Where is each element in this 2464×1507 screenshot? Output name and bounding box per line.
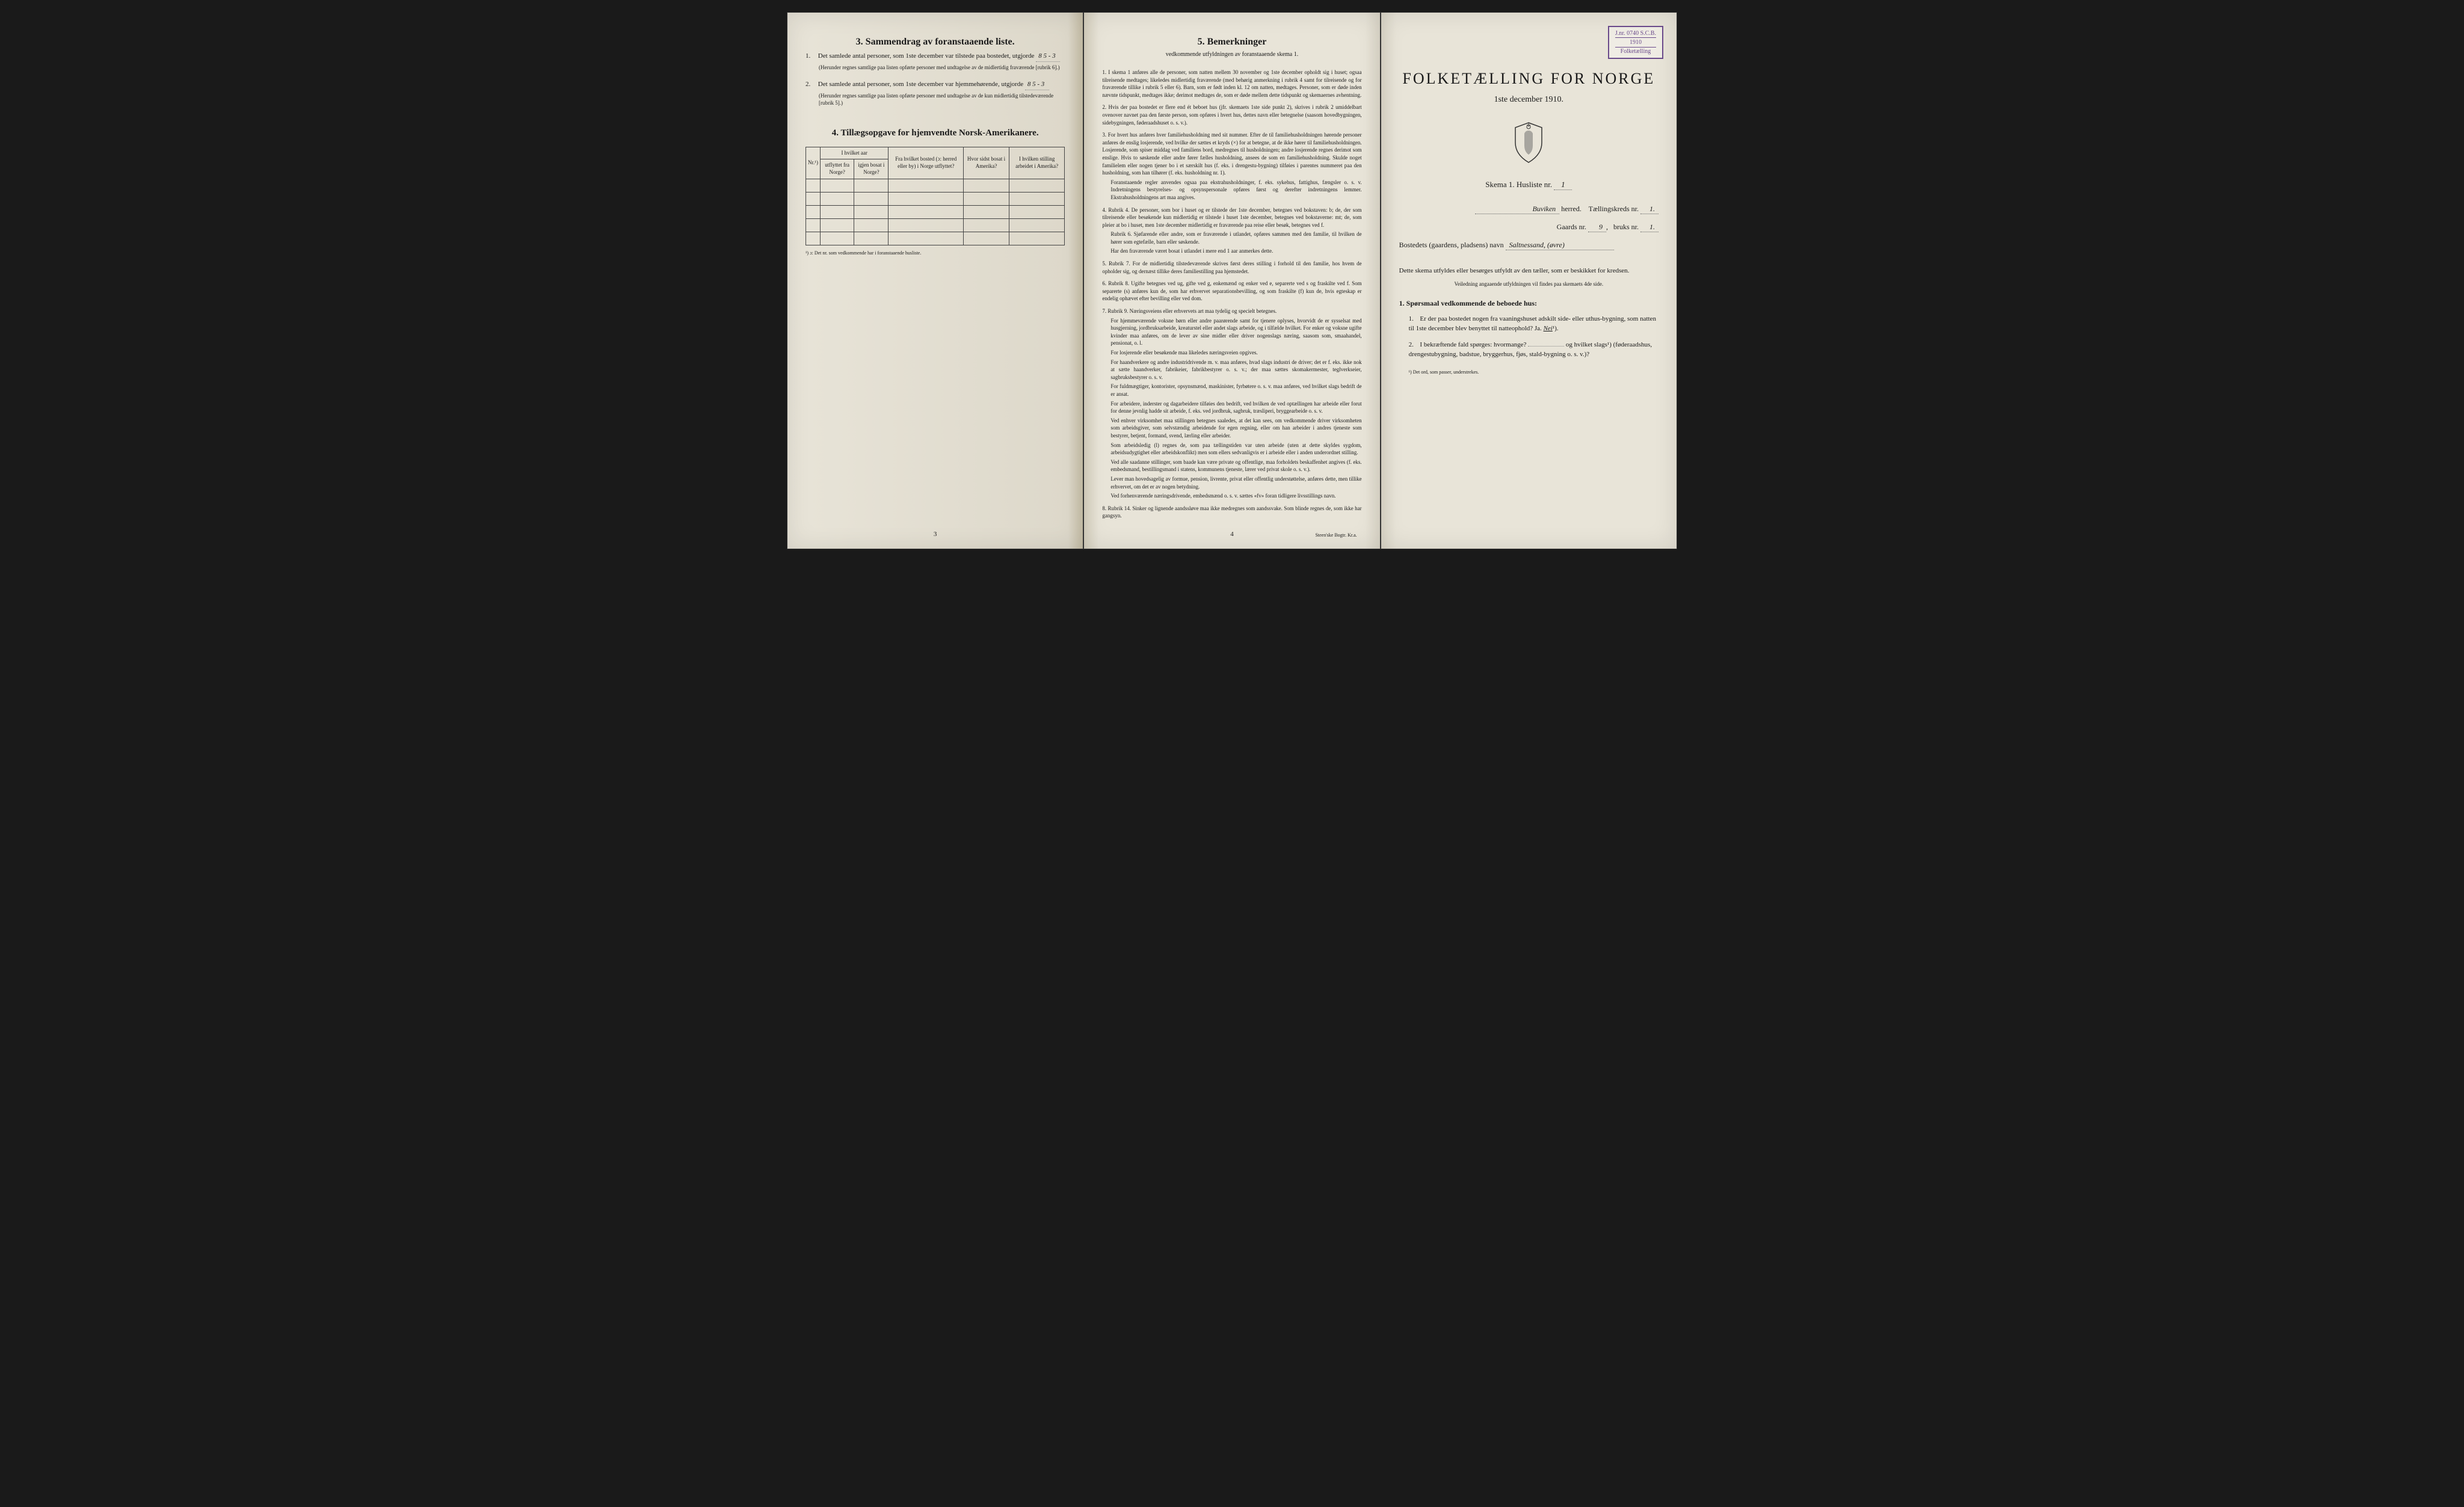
bruks-value: 1. (1640, 223, 1659, 232)
skema-line: Skema 1. Husliste nr. 1 (1399, 180, 1659, 190)
question-header: 1. Spørsmaal vedkommende de beboede hus: (1399, 299, 1659, 308)
item-2: 2. Det samlede antal personer, som 1ste … (805, 79, 1065, 107)
table-row (806, 179, 1065, 192)
col-group-year: I hvilket aar (820, 147, 888, 159)
page-4: 5. Bemerkninger vedkommende utfyldningen… (1083, 12, 1380, 549)
page-3: 3. Sammendrag av foranstaaende liste. 1.… (787, 12, 1083, 549)
kreds-value: 1. (1640, 205, 1659, 214)
col-sidst: Hvor sidst bosat i Amerika? (964, 147, 1009, 179)
remarks-list: 1. I skema 1 anføres alle de personer, s… (1102, 69, 1361, 520)
item1-note: (Herunder regnes samtlige paa listen opf… (819, 64, 1065, 72)
section-3-title: 3. Sammendrag av foranstaaende liste. (805, 37, 1065, 48)
table-row (806, 232, 1065, 245)
right-footnote: ¹) Det ord, som passer, understrekes. (1409, 369, 1659, 375)
stamp-line3: Folketælling (1615, 48, 1656, 55)
q2-blank (1528, 346, 1564, 347)
remark-7: 7. Rubrik 9. Næringsveiens eller erhverv… (1102, 307, 1361, 500)
bosted-line: Bostedets (gaardens, pladsens) navn Salt… (1399, 241, 1659, 250)
remark-8: 8. Rubrik 14. Sinker og lignende aandssl… (1102, 505, 1361, 520)
herred-line: Buviken herred. Tællingskreds nr. 1. (1399, 205, 1659, 214)
instruction-sub: Veiledning angaaende utfyldningen vil fi… (1399, 281, 1659, 287)
husliste-nr: 1 (1554, 180, 1572, 190)
remark-5: 5. Rubrik 7. For de midlertidig tilstede… (1102, 260, 1361, 275)
col-igjen: igjen bosat i Norge? (854, 159, 889, 179)
section-4-title: 4. Tillægsopgave for hjemvendte Norsk-Am… (805, 128, 1065, 138)
remark-1: 1. I skema 1 anføres alle de personer, s… (1102, 69, 1361, 99)
registration-stamp: J.nr. 0740 S.C.B. 1910 Folketælling (1608, 26, 1663, 59)
table-row (806, 205, 1065, 218)
col-stilling: I hvilken stilling arbeidet i Amerika? (1009, 147, 1064, 179)
section-5-subtitle: vedkommende utfyldningen av foranstaaend… (1102, 51, 1361, 58)
col-nr: Nr.¹) (806, 147, 821, 179)
remark-2: 2. Hvis der paa bostedet er flere end ét… (1102, 103, 1361, 126)
question-1: 1. Er der paa bostedet nogen fra vaaning… (1409, 314, 1659, 334)
census-document: 3. Sammendrag av foranstaaende liste. 1.… (787, 12, 1677, 549)
section-5-title: 5. Bemerkninger (1102, 37, 1361, 48)
instruction-text: Dette skema utfyldes eller besørges utfy… (1399, 266, 1659, 276)
stamp-line1: J.nr. 0740 S.C.B. (1615, 29, 1656, 37)
section4-footnote: ¹) ɔ: Det nr. som vedkommende har i fora… (805, 250, 1065, 256)
col-bosted: Fra hvilket bosted (ɔ: herred eller by) … (889, 147, 964, 179)
table-row (806, 192, 1065, 205)
item-1: 1. Det samlede antal personer, som 1ste … (805, 51, 1065, 71)
main-title: FOLKETÆLLING FOR NORGE (1399, 70, 1659, 88)
gaards-value: 9 (1588, 223, 1606, 232)
printer-mark: Steen'ske Bogtr. Kr.a. (1315, 532, 1357, 538)
page-1-cover: J.nr. 0740 S.C.B. 1910 Folketælling FOLK… (1381, 12, 1677, 549)
bosted-value: Saltnessand, (øvre) (1506, 241, 1614, 250)
question-2: 2. I bekræftende fald spørges: hvormange… (1409, 340, 1659, 360)
item2-value: 8 5 - 3 (1025, 79, 1049, 90)
remark-6: 6. Rubrik 8. Ugifte betegnes ved ug, gif… (1102, 280, 1361, 303)
page-number-4: 4 (1230, 531, 1234, 538)
item2-note: (Herunder regnes samtlige paa listen opf… (819, 92, 1065, 107)
coat-of-arms-icon (1399, 122, 1659, 167)
gaards-line: Gaards nr. 9, bruks nr. 1. (1399, 223, 1659, 232)
amerika-table: Nr.¹) I hvilket aar Fra hvilket bosted (… (805, 147, 1065, 245)
census-date: 1ste december 1910. (1399, 95, 1659, 105)
q1-answer: Nei (1544, 325, 1553, 332)
remark-4: 4. Rubrik 4. De personer, som bor i huse… (1102, 206, 1361, 256)
remark-3: 3. For hvert hus anføres hver familiehus… (1102, 131, 1361, 201)
stamp-line2: 1910 (1615, 37, 1656, 48)
table-row (806, 218, 1065, 232)
item1-value: 8 5 - 3 (1036, 51, 1060, 62)
page-number-3: 3 (934, 531, 937, 538)
col-utflyttet: utflyttet fra Norge? (820, 159, 854, 179)
herred-value: Buviken (1475, 205, 1559, 214)
